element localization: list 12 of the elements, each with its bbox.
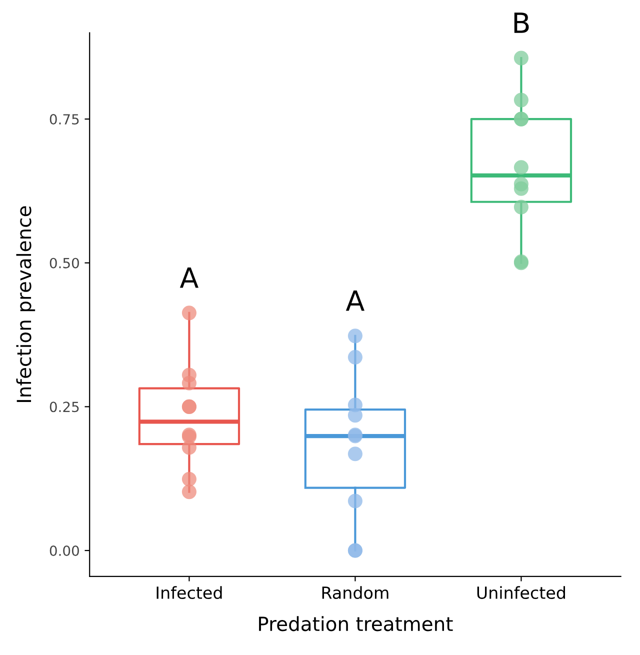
y-tick-label: 0.75 <box>50 114 79 125</box>
x-tick-label: Random <box>322 586 388 600</box>
annotation: A <box>180 267 198 288</box>
annotation: B <box>514 12 529 33</box>
x-tick-label: Infected <box>156 586 222 600</box>
x-tick-label: Uninfected <box>477 586 565 600</box>
y-axis-title: Infection prevalence <box>16 206 36 402</box>
y-tick-label: 0.25 <box>50 402 79 412</box>
y-tick-label: 0.00 <box>50 545 79 556</box>
annotation: A <box>346 290 364 311</box>
x-axis-title: Predation treatment <box>259 616 453 632</box>
y-tick-label: 0.50 <box>50 258 79 268</box>
